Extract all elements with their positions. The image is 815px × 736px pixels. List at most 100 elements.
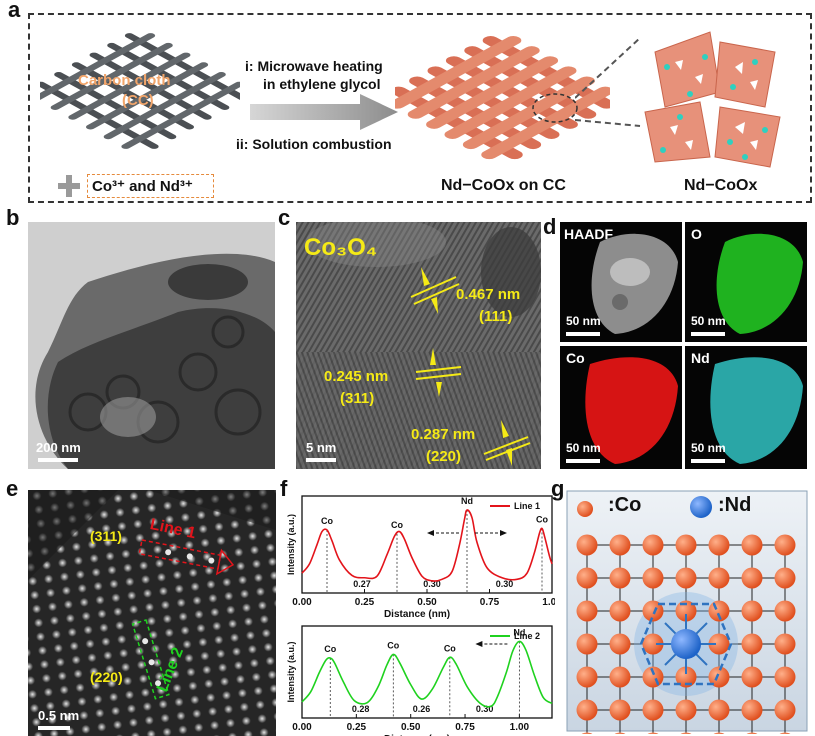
co-atom xyxy=(680,732,692,734)
carbon-cloth-label: Carbon cloth xyxy=(78,72,171,89)
fringe-111-plane: (111) xyxy=(479,308,513,325)
co-atom xyxy=(741,633,763,655)
tem-scale-text: 200 nm xyxy=(36,440,81,455)
strain-arrow xyxy=(664,653,677,666)
panel-label-f: f xyxy=(280,476,288,501)
left-arrow-head xyxy=(475,641,483,647)
peak-label: Co xyxy=(324,644,336,654)
co-atom xyxy=(675,699,697,721)
peak-label: Co xyxy=(321,516,333,526)
co-atom xyxy=(774,567,796,589)
hrtem-scale-bar xyxy=(306,458,336,462)
fringe-220-plane: (220) xyxy=(426,448,462,465)
haadf-scale-text: 50 nm xyxy=(566,314,601,328)
nd-scale-text: 50 nm xyxy=(691,441,726,455)
co-scale-bar xyxy=(566,459,600,463)
line-profile-charts: 0.00 0.25 0.50 0.75 1.00 Distance (nm) Intensi… xyxy=(286,495,555,736)
haadf-map-tile: HAADF 50 nm xyxy=(560,222,682,342)
spacing-label: 0.30 xyxy=(423,579,441,589)
zoom-lines xyxy=(575,37,641,127)
co-atom xyxy=(774,633,796,655)
co-atom xyxy=(774,600,796,622)
o-scale-text: 50 nm xyxy=(691,314,726,328)
hrtem-title: Co₃O₄ xyxy=(304,234,378,261)
co-atom xyxy=(609,600,631,622)
peak-label: Co xyxy=(444,643,456,653)
x-axis-label: Distance (nm) xyxy=(384,734,450,736)
fringe-220-spacing: 0.287 nm xyxy=(411,426,476,443)
panel-label-e: e xyxy=(6,476,19,501)
coordination-polygon xyxy=(639,602,733,686)
co-atom xyxy=(774,699,796,721)
chart-2-frame xyxy=(301,625,553,719)
panel-label-d: d xyxy=(543,214,557,239)
x-tick-label: 0.00 xyxy=(292,597,312,608)
co-map-tile: Co 50 nm xyxy=(560,346,682,469)
co-atom xyxy=(741,600,763,622)
series-line-1 xyxy=(301,509,553,582)
co-scale-text: 50 nm xyxy=(566,441,601,455)
chart-1: 0.00 0.25 0.50 0.75 1.00 Distance (nm) Intensi… xyxy=(286,495,555,620)
co-legend-atom xyxy=(577,501,593,517)
x-tick-label: 0.25 xyxy=(347,722,367,733)
peak-label: Nd xyxy=(513,627,525,637)
nd-coox-on-cc-illustration xyxy=(395,36,610,160)
atoms xyxy=(576,534,796,734)
co-atom xyxy=(741,567,763,589)
co-atom xyxy=(708,534,730,556)
hrtem-image: Co₃O₄ 0.467 nm (111) 0.245 nm (311) 0.28… xyxy=(296,222,541,469)
co-atom xyxy=(675,534,697,556)
co-atom xyxy=(774,534,796,556)
spacing-label: 0.30 xyxy=(496,579,514,589)
co-atom xyxy=(708,633,730,655)
x-tick-label: 0.50 xyxy=(401,722,421,733)
nd-legend-label: :Nd xyxy=(718,494,752,516)
co-atom xyxy=(741,534,763,556)
co-atom xyxy=(642,633,664,655)
co-atom xyxy=(642,567,664,589)
strain-arrow xyxy=(695,622,708,635)
peak-label: Co xyxy=(391,520,403,530)
panel-label-a: a xyxy=(8,0,21,22)
co-atom xyxy=(746,732,758,734)
strain-arrow xyxy=(664,622,677,635)
co-atom xyxy=(675,567,697,589)
fringe-311-plane: (311) xyxy=(340,390,375,407)
nd-label: Nd xyxy=(691,350,710,366)
co-atom xyxy=(779,732,791,734)
co-atom xyxy=(614,732,626,734)
tem-image: 200 nm xyxy=(28,222,275,469)
right-arrow-head xyxy=(500,530,507,536)
y-axis-label: Intensity (a.u.) xyxy=(286,641,296,702)
carbon-cloth-abbrev: (CC) xyxy=(122,92,154,109)
co-atom xyxy=(576,567,598,589)
chart-2: 0.00 0.25 0.50 0.75 1.00 Distance (nm) Intensi… xyxy=(286,625,553,736)
stem-scale-bar xyxy=(38,726,70,730)
strain-arrows xyxy=(656,614,716,674)
peak-label: Co xyxy=(536,514,548,524)
co-atom xyxy=(647,732,659,734)
fringe-111-spacing: 0.467 nm xyxy=(456,286,521,303)
legend-label: Line 2 xyxy=(514,631,540,641)
co-label: Co xyxy=(566,350,585,366)
plane-311-label: (311) xyxy=(90,528,122,544)
synthesis-scheme xyxy=(28,13,812,203)
haadf-label: HAADF xyxy=(564,226,613,242)
plus-icon xyxy=(58,175,80,197)
x-tick-label: 1.00 xyxy=(542,597,555,608)
co-atom xyxy=(576,699,598,721)
co-atom xyxy=(609,699,631,721)
co-atom xyxy=(713,732,725,734)
step-2: ii: Solution combustion xyxy=(236,136,392,152)
haadf-stem-image: (311) Line 1 (220) Line 2 0.5 nm xyxy=(28,490,276,736)
co-atom xyxy=(609,534,631,556)
tem-scale-bar xyxy=(38,458,78,462)
co-legend-label: :Co xyxy=(608,494,642,516)
o-map-tile: O 50 nm xyxy=(685,222,807,342)
x-axis-label: Distance (nm) xyxy=(384,609,450,620)
product-on-cc-caption: Nd−CoOx on CC xyxy=(441,177,566,194)
nd-scale-bar xyxy=(691,459,725,463)
o-label: O xyxy=(691,226,702,242)
spacing-label: 0.30 xyxy=(476,704,494,714)
nd-coox-nanosheets-illustration xyxy=(644,31,781,168)
